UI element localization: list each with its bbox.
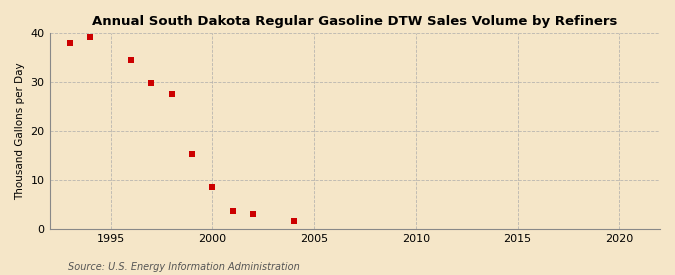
Point xyxy=(166,92,177,97)
Title: Annual South Dakota Regular Gasoline DTW Sales Volume by Refiners: Annual South Dakota Regular Gasoline DTW… xyxy=(92,15,618,28)
Point xyxy=(146,81,157,85)
Point xyxy=(85,35,96,39)
Point xyxy=(186,152,197,157)
Y-axis label: Thousand Gallons per Day: Thousand Gallons per Day xyxy=(15,62,25,200)
Text: Source: U.S. Energy Information Administration: Source: U.S. Energy Information Administ… xyxy=(68,262,299,272)
Point xyxy=(288,219,299,224)
Point xyxy=(65,41,76,45)
Point xyxy=(248,212,259,216)
Point xyxy=(207,185,218,189)
Point xyxy=(227,208,238,213)
Point xyxy=(126,58,136,62)
